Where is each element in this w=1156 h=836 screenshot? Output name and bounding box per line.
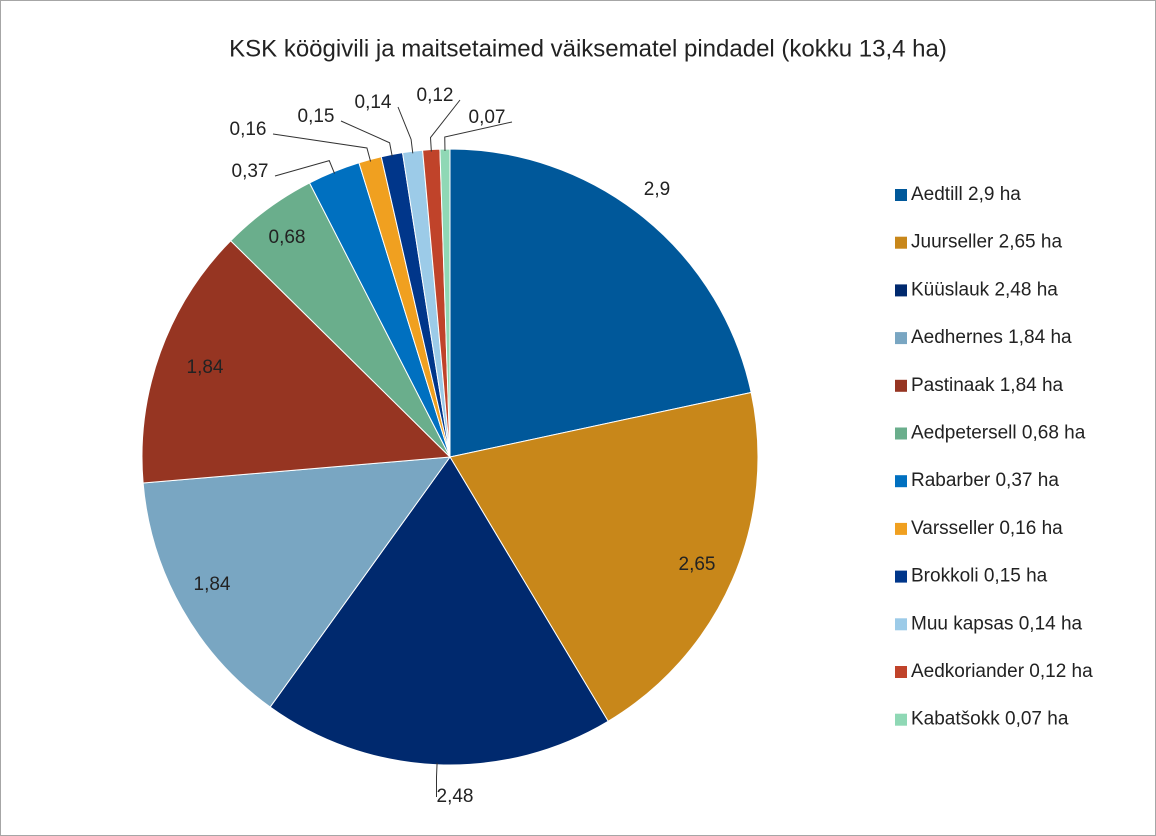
legend-label: Varsseller 0,16 ha — [911, 518, 1063, 539]
legend-swatch — [895, 522, 907, 535]
leader-line — [272, 133, 372, 162]
legend-label: Brokkoli 0,15 ha — [911, 566, 1048, 587]
data-label: 1,84 — [194, 574, 231, 595]
leader-line — [397, 106, 414, 154]
legend-swatch — [895, 189, 907, 201]
data-label: 0,68 — [269, 227, 306, 248]
pie-slice — [141, 240, 452, 484]
legend-swatch — [895, 666, 907, 678]
legend-swatch — [895, 570, 907, 583]
legend-swatch — [895, 427, 907, 440]
data-label: 0,37 — [232, 161, 269, 182]
chart-title: KSK köögivili ja maitsetaimed väiksemate… — [229, 35, 947, 62]
legend-label: Juurseller 2,65 ha — [911, 232, 1062, 253]
data-label: 0,12 — [417, 85, 454, 106]
legend-label: Aedtill 2,9 ha — [911, 184, 1021, 205]
legend-swatch — [895, 618, 907, 631]
data-label: 2,48 — [437, 786, 474, 807]
legend-label: Küüslauk 2,48 ha — [911, 279, 1058, 300]
legend-swatch — [895, 713, 907, 726]
pie-slice — [142, 456, 452, 708]
legend-swatch — [895, 236, 907, 249]
legend-label: Kabatšokk 0,07 ha — [911, 709, 1069, 730]
data-label: 0,15 — [298, 106, 335, 127]
legend-swatch — [895, 379, 907, 392]
pie-slice — [449, 148, 752, 458]
data-label: 0,14 — [355, 92, 392, 113]
legend-swatch — [895, 332, 907, 345]
legend-swatch — [895, 475, 907, 488]
leader-line — [274, 160, 336, 177]
pie-slice — [449, 391, 759, 722]
legend-label: Aedpetersell 0,68 ha — [911, 423, 1086, 444]
legend-label: Aedkoriander 0,12 ha — [911, 661, 1093, 682]
leader-line — [429, 99, 461, 152]
data-label: 2,65 — [679, 554, 716, 575]
data-label: 2,9 — [644, 179, 670, 200]
leader-line — [435, 762, 438, 797]
data-label: 0,07 — [469, 107, 506, 128]
legend-label: Muu kapsas 0,14 ha — [911, 613, 1083, 634]
legend-label: Pastinaak 1,84 ha — [911, 375, 1064, 396]
data-label: 1,84 — [187, 357, 224, 378]
leader-line — [340, 120, 393, 157]
legend-label: Rabarber 0,37 ha — [911, 470, 1059, 491]
legend-swatch — [895, 284, 907, 297]
legend-label: Aedhernes 1,84 ha — [911, 327, 1072, 348]
leader-line — [444, 121, 513, 152]
data-label: 0,16 — [230, 119, 267, 140]
